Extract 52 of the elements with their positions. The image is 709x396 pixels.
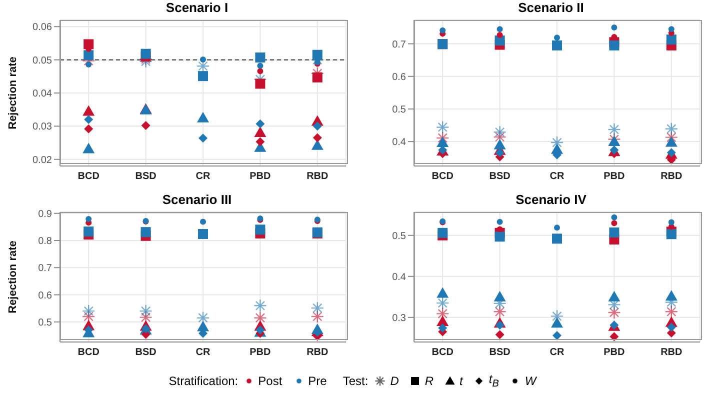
x-tick-label: PBD (604, 171, 625, 182)
y-tick-label: 0.02 (32, 154, 52, 166)
chart-title: Scenario I (164, 0, 230, 16)
y-tick-label: 0.6 (38, 290, 52, 302)
legend-label: t (460, 374, 463, 388)
x-tick-label: PBD (604, 347, 625, 358)
y-axis-title: Rejection rate (6, 240, 19, 314)
y-tick-label: 0.7 (38, 263, 52, 274)
y-tick-label: 0.4 (392, 272, 406, 283)
y-tick-label: 0.06 (32, 22, 52, 34)
y-tick-label: 0.05 (32, 55, 52, 66)
chart-title: Scenario III (161, 192, 233, 208)
legend-label: W (524, 374, 536, 388)
y-tick-label: 0.3 (392, 312, 406, 324)
y-tick-label: 0.5 (392, 104, 406, 116)
y-tick-label: 0.9 (38, 208, 52, 220)
x-tick-label: BSD (489, 171, 510, 182)
y-tick-label: 0.8 (38, 236, 52, 248)
x-tick-label: CR (196, 347, 211, 358)
x-tick-label: BCD (78, 347, 100, 358)
y-tick-label: 0.6 (392, 72, 406, 83)
y-tick-label: 0.03 (32, 122, 52, 133)
y-tick-label: 0.5 (392, 230, 406, 242)
x-tick-label: RBD (660, 347, 682, 358)
x-tick-label: RBD (306, 171, 328, 182)
x-tick-label: BCD (432, 171, 454, 182)
x-tick-label: BSD (135, 347, 156, 358)
legend-label: Pre (308, 374, 327, 388)
x-tick-label: RBD (660, 171, 682, 182)
legend-title: Stratification: (168, 374, 238, 388)
chart-title: Scenario II (517, 0, 585, 16)
legend-label: R (424, 374, 434, 388)
y-axis-title: Rejection rate (6, 56, 19, 130)
legend-label: D (390, 374, 399, 388)
y-tick-label: 0.4 (392, 137, 406, 148)
x-tick-label: PBD (250, 171, 271, 182)
y-tick-label: 0.04 (32, 88, 52, 100)
text: Test: (342, 374, 368, 388)
x-tick-label: BSD (489, 347, 510, 358)
legend-label: Post (258, 374, 282, 388)
x-tick-label: BCD (432, 347, 454, 358)
legend-label: t$_{B}$ (488, 372, 499, 390)
x-tick-label: CR (196, 171, 211, 182)
x-tick-label: CR (550, 347, 565, 358)
x-tick-label: BCD (78, 171, 100, 182)
x-tick-label: PBD (250, 347, 271, 358)
x-tick-label: CR (550, 171, 565, 182)
x-tick-label: RBD (306, 347, 328, 358)
chart-title: Scenario IV (514, 192, 588, 208)
y-tick-label: 0.5 (38, 317, 52, 328)
y-tick-label: 0.7 (392, 39, 406, 50)
x-tick-label: BSD (135, 171, 156, 182)
